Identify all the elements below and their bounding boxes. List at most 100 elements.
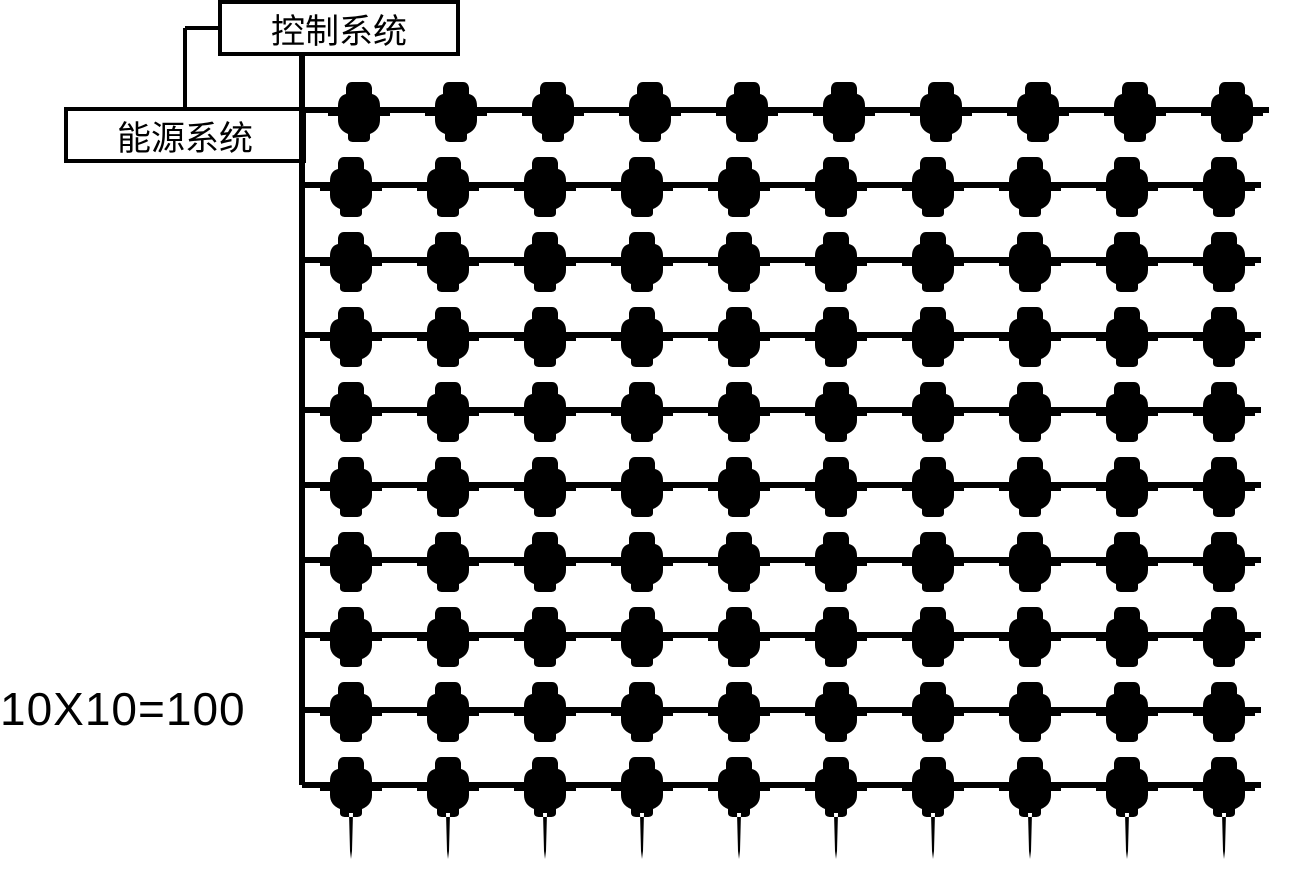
- grid-node-icon: [597, 755, 687, 865]
- grid-node: [694, 155, 784, 230]
- grid-node: [500, 530, 590, 605]
- grid-node: [888, 605, 978, 680]
- grid-node-icon: [306, 755, 396, 865]
- grid-node: [1179, 305, 1269, 380]
- node-grid: [0, 0, 1290, 888]
- grid-node-icon: [791, 755, 881, 865]
- grid-node: [694, 680, 784, 755]
- grid-node-icon: [985, 680, 1075, 750]
- grid-node-icon: [403, 605, 493, 675]
- grid-node-icon: [605, 80, 695, 150]
- grid-node-icon: [888, 680, 978, 750]
- grid-node: [888, 755, 978, 870]
- grid-node: [500, 455, 590, 530]
- grid-node: [597, 230, 687, 305]
- grid-node: [985, 605, 1075, 680]
- grid-node-icon: [1187, 80, 1277, 150]
- grid-node: [500, 380, 590, 455]
- grid-node: [888, 230, 978, 305]
- grid-node: [1082, 680, 1172, 755]
- grid-node-icon: [791, 155, 881, 225]
- grid-node: [791, 230, 881, 305]
- grid-node-icon: [1179, 230, 1269, 300]
- grid-node: [888, 155, 978, 230]
- grid-node: [888, 305, 978, 380]
- grid-node-icon: [791, 230, 881, 300]
- grid-node-icon: [694, 455, 784, 525]
- grid-node-icon: [597, 305, 687, 375]
- grid-node: [500, 155, 590, 230]
- grid-node-icon: [306, 530, 396, 600]
- grid-node-icon: [985, 305, 1075, 375]
- grid-node-icon: [403, 680, 493, 750]
- grid-node-icon: [314, 80, 404, 150]
- grid-node-icon: [888, 230, 978, 300]
- grid-node: [1082, 155, 1172, 230]
- grid-node: [985, 680, 1075, 755]
- grid-node: [306, 230, 396, 305]
- grid-node: [791, 380, 881, 455]
- grid-node: [1187, 80, 1277, 155]
- grid-node: [306, 455, 396, 530]
- grid-node-icon: [791, 530, 881, 600]
- grid-node-icon: [1179, 155, 1269, 225]
- grid-node: [985, 455, 1075, 530]
- grid-node: [799, 80, 889, 155]
- grid-node: [306, 155, 396, 230]
- grid-node: [403, 530, 493, 605]
- grid-node-icon: [694, 680, 784, 750]
- grid-node: [985, 305, 1075, 380]
- grid-node-icon: [694, 380, 784, 450]
- grid-node: [1090, 80, 1180, 155]
- grid-node-icon: [791, 305, 881, 375]
- grid-node-icon: [306, 680, 396, 750]
- grid-node-icon: [791, 605, 881, 675]
- grid-node-icon: [306, 455, 396, 525]
- grid-node-icon: [403, 305, 493, 375]
- grid-node: [1179, 380, 1269, 455]
- grid-node: [403, 680, 493, 755]
- grid-node: [985, 755, 1075, 870]
- grid-node-icon: [985, 605, 1075, 675]
- grid-node: [597, 755, 687, 870]
- grid-node: [306, 680, 396, 755]
- grid-node: [694, 305, 784, 380]
- grid-node: [1179, 605, 1269, 680]
- grid-node: [985, 230, 1075, 305]
- grid-node: [597, 605, 687, 680]
- grid-node-icon: [411, 80, 501, 150]
- grid-node: [403, 230, 493, 305]
- grid-node: [306, 605, 396, 680]
- grid-node-icon: [985, 155, 1075, 225]
- grid-node: [1179, 455, 1269, 530]
- grid-node: [1179, 680, 1269, 755]
- grid-node: [403, 755, 493, 870]
- grid-node: [403, 155, 493, 230]
- grid-node-icon: [1179, 680, 1269, 750]
- grid-node-icon: [694, 155, 784, 225]
- grid-node-icon: [694, 605, 784, 675]
- grid-node-icon: [1179, 530, 1269, 600]
- grid-node-icon: [896, 80, 986, 150]
- grid-node-icon: [694, 230, 784, 300]
- grid-node-icon: [500, 305, 590, 375]
- grid-node: [694, 230, 784, 305]
- grid-node-icon: [1082, 605, 1172, 675]
- grid-node: [888, 380, 978, 455]
- grid-node: [500, 305, 590, 380]
- grid-node: [403, 455, 493, 530]
- grid-node-icon: [888, 755, 978, 865]
- grid-node-icon: [985, 455, 1075, 525]
- grid-node-icon: [791, 380, 881, 450]
- grid-node-icon: [1082, 155, 1172, 225]
- grid-node: [702, 80, 792, 155]
- grid-node-icon: [791, 680, 881, 750]
- grid-node: [791, 155, 881, 230]
- grid-node-icon: [306, 380, 396, 450]
- grid-node: [1082, 755, 1172, 870]
- grid-node-icon: [597, 230, 687, 300]
- grid-node: [500, 680, 590, 755]
- grid-node: [597, 155, 687, 230]
- grid-node: [993, 80, 1083, 155]
- grid-node: [791, 680, 881, 755]
